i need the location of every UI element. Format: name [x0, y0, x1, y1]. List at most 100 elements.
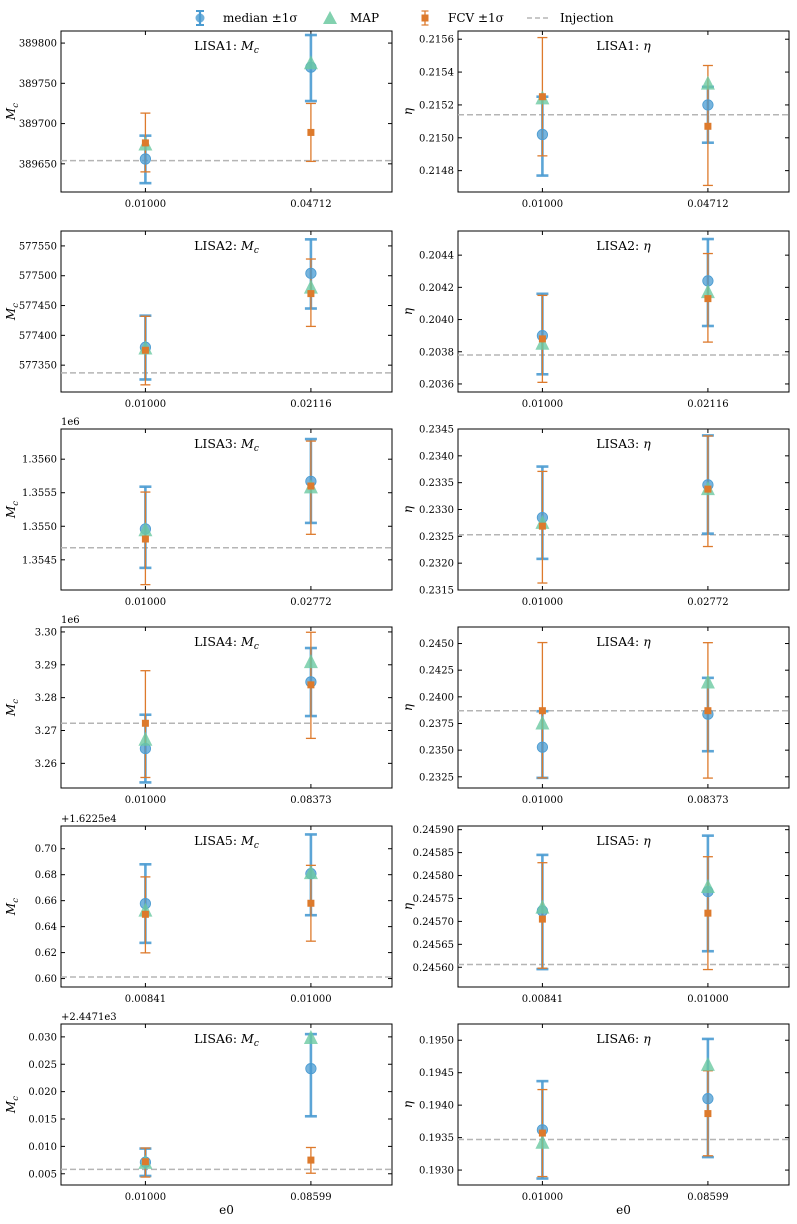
x-tick-label: 0.08599 — [290, 1192, 331, 1203]
axes-frame — [457, 30, 790, 193]
y-tick-label: 0.025 — [28, 1060, 57, 1071]
median-point — [139, 153, 152, 165]
legend-item-0: median ±1σ — [195, 10, 298, 26]
legend-item-1: MAP — [323, 11, 379, 25]
y-tick-label: 0.2325 — [419, 772, 454, 783]
y-tick-label: 0.2156 — [419, 35, 454, 46]
map-point — [303, 55, 318, 70]
axes-frame — [60, 626, 393, 789]
x-tick-label: 0.08373 — [290, 795, 331, 806]
y-tick-label: 577400 — [19, 331, 57, 342]
fcv-point — [704, 295, 712, 303]
map-point — [700, 879, 715, 894]
y-tick-label: 0.2150 — [419, 133, 454, 144]
fcv-point — [307, 482, 315, 490]
y-tick-label: 0.24565 — [413, 940, 454, 951]
panel-title: LISA5: η — [596, 833, 651, 848]
y-tick-label: 0.66 — [35, 896, 57, 907]
panel-4-eta: 0.2325 0.2350 0.2375 0.2400 0.2425 0.2450 0.01… — [401, 626, 790, 806]
x-tick-label: 0.01000 — [522, 795, 563, 806]
axis-offset-label: 1e6 — [61, 417, 80, 428]
panel-title: LISA6: Mc — [194, 1031, 259, 1049]
y-tick-label: 0.005 — [28, 1169, 57, 1180]
axes-frame — [60, 1023, 393, 1186]
panel-title: LISA1: Mc — [194, 38, 259, 56]
map-point — [138, 731, 153, 746]
fcv-point — [704, 707, 712, 715]
fcv-point — [307, 1156, 315, 1164]
median-point — [702, 99, 714, 111]
fcv-point — [307, 681, 315, 689]
y-tick-label: 0.2335 — [419, 478, 454, 489]
fcv-point — [307, 899, 315, 907]
panel-5-mc: 0.60 0.62 0.64 0.66 0.68 0.70 0.00841 0.01000 +1… — [4, 814, 393, 1005]
y-tick-label: 0.2152 — [419, 100, 454, 111]
y-tick-label: 3.27 — [35, 726, 57, 737]
fcv-point — [538, 707, 546, 715]
y-tick-label: 0.2044 — [419, 251, 454, 262]
y-tick-label: 0.24590 — [413, 825, 454, 836]
y-tick-label: 0.24585 — [413, 848, 454, 859]
y-axis-label: Mc — [4, 103, 21, 121]
y-tick-label: 389750 — [19, 79, 57, 90]
y-tick-label: 0.70 — [35, 844, 57, 855]
y-tick-label: 0.24570 — [413, 917, 454, 928]
map-point — [303, 1029, 318, 1044]
axes-frame — [60, 428, 393, 591]
y-tick-label: 0.2400 — [419, 692, 454, 703]
map-point — [700, 674, 715, 689]
panel-title: LISA2: Mc — [194, 238, 259, 256]
y-axis-label: η — [401, 505, 415, 513]
x-tick-label: 0.02116 — [687, 399, 728, 410]
y-tick-label: 0.2154 — [419, 68, 454, 79]
y-tick-label: 0.030 — [28, 1032, 57, 1043]
x-tick-label: 0.00841 — [522, 994, 563, 1005]
median-point — [702, 1093, 714, 1105]
fcv-point — [704, 122, 712, 130]
y-tick-label: 577450 — [19, 301, 57, 312]
y-tick-label: 3.26 — [35, 759, 57, 770]
panel-1-eta: 0.2148 0.2150 0.2152 0.2154 0.2156 0.01000 0.0… — [401, 30, 790, 210]
panel-title: LISA2: η — [596, 238, 651, 253]
y-tick-label: 3.30 — [35, 627, 57, 638]
legend: median ±1σ MAP FCV ±1σ Injection — [195, 10, 614, 26]
panel-6-mc: 0.005 0.010 0.015 0.020 0.025 0.030 0.01000 0.0… — [4, 1012, 393, 1217]
map-point — [700, 1056, 715, 1071]
y-tick-label: 577500 — [19, 271, 57, 282]
x-tick-label: 0.01000 — [125, 1192, 166, 1203]
legend-median-marker — [195, 13, 205, 23]
y-tick-label: 0.60 — [35, 974, 57, 985]
y-tick-label: 1.3560 — [22, 455, 57, 466]
legend-label: median ±1σ — [223, 11, 298, 25]
x-tick-label: 0.01000 — [522, 597, 563, 608]
x-tick-label: 0.02772 — [687, 597, 728, 608]
map-point — [700, 284, 715, 299]
y-axis-label: η — [401, 107, 415, 115]
legend-label: FCV ±1σ — [448, 11, 504, 25]
x-tick-label: 0.01000 — [522, 199, 563, 210]
y-axis-label: η — [401, 307, 415, 315]
y-tick-label: 0.2036 — [419, 379, 454, 390]
map-point — [535, 715, 550, 730]
y-tick-label: 0.2425 — [419, 666, 454, 677]
y-tick-label: 389700 — [19, 119, 57, 130]
y-tick-label: 0.2330 — [419, 505, 454, 516]
y-axis-label: Mc — [4, 1096, 21, 1114]
legend-label: Injection — [560, 11, 614, 25]
fcv-point — [141, 910, 149, 918]
x-tick-label: 0.01000 — [687, 994, 728, 1005]
y-axis-label: Mc — [4, 699, 21, 717]
y-tick-label: 0.1940 — [419, 1101, 454, 1112]
panel-title: LISA5: Mc — [194, 833, 259, 851]
fcv-point — [307, 128, 315, 136]
y-tick-label: 577550 — [19, 241, 57, 252]
panel-title: LISA3: η — [596, 436, 651, 451]
fcv-point — [538, 915, 546, 923]
axes-frame — [457, 825, 790, 988]
fcv-point — [538, 522, 546, 530]
fcv-point — [538, 93, 546, 101]
x-tick-label: 0.08599 — [687, 1192, 728, 1203]
y-tick-label: 0.2148 — [419, 166, 454, 177]
y-tick-label: 0.2345 — [419, 425, 454, 436]
